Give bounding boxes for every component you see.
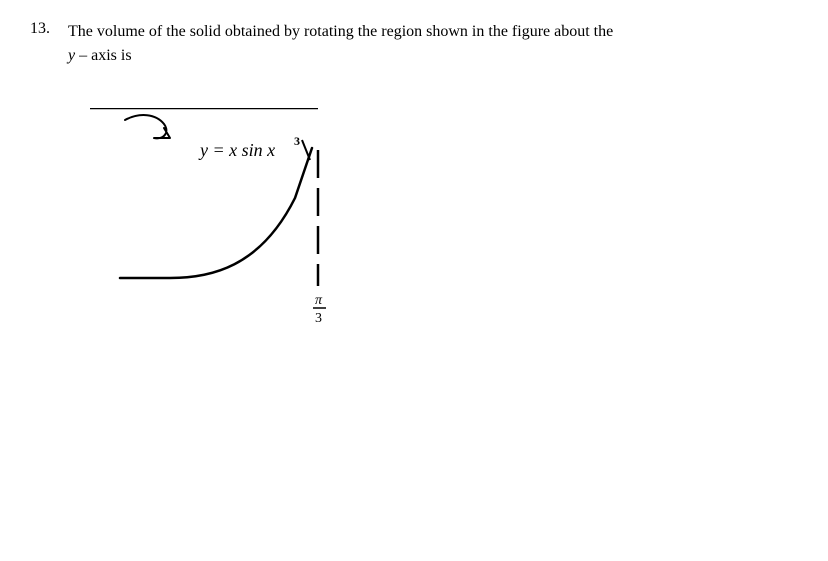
rotation-arrow-icon — [125, 115, 170, 138]
figure-container: y = x sin x 3 π 3 — [90, 108, 798, 343]
slash-mark — [302, 140, 310, 160]
problem-line1: The volume of the solid obtained by rota… — [68, 23, 613, 40]
problem-block: 13. The volume of the solid obtained by … — [30, 20, 798, 68]
curve-line — [120, 148, 312, 278]
curve-label-exp: 3 — [294, 134, 300, 148]
tick-3: 3 — [315, 311, 322, 326]
figure-svg: y = x sin x 3 π 3 — [90, 108, 410, 338]
problem-line2: – axis is — [75, 47, 131, 64]
problem-number: 13. — [30, 20, 68, 38]
problem-text: The volume of the solid obtained by rota… — [68, 20, 613, 68]
tick-pi: π — [315, 293, 323, 308]
curve-label: y = x sin x — [198, 140, 275, 160]
